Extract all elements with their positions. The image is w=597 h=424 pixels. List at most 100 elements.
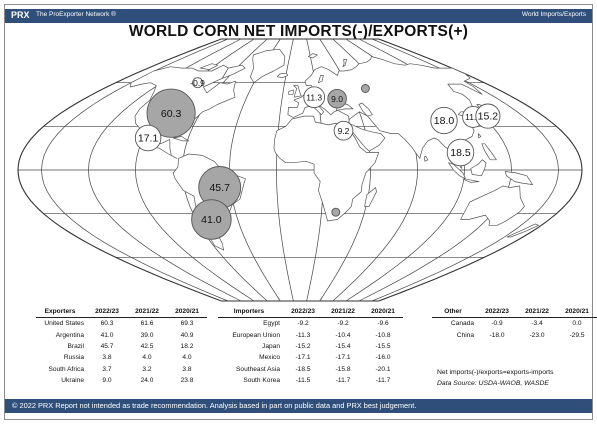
row-value: -20.1 [375, 365, 391, 373]
bubble-mark [475, 103, 501, 129]
bubble-argentina: 41.0 [191, 199, 232, 240]
row-label: South Africa [48, 365, 84, 373]
bubble-mexico: 17.1 [134, 124, 162, 152]
landmass-africa [273, 115, 380, 222]
row-label: Brazil [67, 342, 85, 350]
year-header: 2021/22 [323, 306, 363, 318]
row-value: -11.3 [295, 331, 311, 339]
row-value: -11.7 [375, 377, 391, 385]
network-name: The ProExporter Network ® [36, 11, 116, 18]
bubble-label: -0.9 [190, 78, 205, 88]
bubble-label: 60.3 [161, 108, 182, 120]
bubble-european-union: 11.3 [303, 86, 326, 109]
row-value: 18.2 [180, 342, 194, 350]
table-row: Southeast Asia -18.5 -15.8 -20.1 [218, 364, 403, 375]
landmass-greenland [250, 48, 286, 84]
row-value: -10.4 [335, 331, 351, 339]
year-header: 2021/22 [127, 306, 167, 318]
landmass-taiwan [477, 133, 482, 139]
row-value: -0.9 [491, 320, 503, 328]
row-label: Japan [262, 342, 280, 350]
year-header: 2021/22 [517, 306, 557, 318]
row-value: -11.7 [335, 377, 351, 385]
bubble-mark [446, 138, 475, 167]
bubble-label: 17.1 [138, 133, 159, 145]
row-label: European Union [232, 331, 280, 339]
bubble-label: 9.0 [331, 94, 343, 104]
landmass-borneo [470, 159, 487, 177]
row-value: 61.6 [140, 320, 154, 328]
row-value: -15.2 [295, 342, 311, 350]
landmass-ireland [288, 89, 294, 95]
landmass-java [463, 178, 480, 183]
row-value: -29.5 [569, 331, 585, 339]
bubble-label: 45.7 [209, 182, 230, 194]
row-value: 4.0 [142, 354, 152, 362]
row-value: -18.5 [295, 365, 311, 373]
exporters-heading: Exporters [36, 306, 87, 318]
row-value: 3.8 [182, 365, 192, 373]
row-value: -9.6 [377, 320, 389, 328]
bubble-label: 11.3 [306, 92, 322, 102]
bubble-label: 11.5 [465, 112, 481, 122]
bubble-japan: 15.2 [475, 103, 501, 129]
row-value: -16.0 [375, 354, 391, 362]
table-row: Mexico -17.1 -17.1 -16.0 [218, 352, 403, 363]
landmass-scandinavia-gulf [318, 75, 324, 84]
row-value: 3.8 [102, 354, 112, 362]
landmass-baffin [221, 64, 246, 79]
year-header: 2022/23 [283, 306, 323, 318]
bubble-label: 9.2 [338, 126, 350, 136]
importers-heading: Importers [218, 306, 283, 318]
table-row: South Korea -11.5 -11.7 -11.7 [218, 375, 403, 386]
row-value: 9.0 [102, 377, 112, 385]
row-value: 0.0 [572, 320, 582, 328]
row-value: -15.4 [335, 342, 351, 350]
bubble-mark [333, 120, 354, 141]
table-row: Brazil 45.7 42.5 18.2 [36, 341, 207, 352]
row-value: -17.1 [335, 354, 351, 362]
row-value: 69.3 [180, 320, 194, 328]
bubble-china: 18.0 [430, 106, 458, 135]
other-table: Other 2022/23 2021/22 2020/21 Canada -0.9… [432, 306, 597, 341]
table-row: China -18.0 -23.0 -29.5 [432, 329, 597, 340]
row-label: United States [44, 320, 84, 328]
row-value: 3.7 [102, 365, 112, 373]
landmass-cuba [173, 136, 190, 142]
row-value: -9.2 [297, 320, 309, 328]
year-header: 2022/23 [87, 306, 127, 318]
bubble-label: 18.0 [434, 115, 455, 127]
map-outline [17, 38, 583, 302]
table-row: Egypt -9.2 -9.2 -9.6 [218, 318, 403, 330]
table-row: United States 60.3 61.6 69.3 [36, 318, 207, 330]
row-value: -9.2 [337, 320, 349, 328]
map-graticule [17, 38, 583, 302]
table-row: European Union -11.3 -10.4 -10.8 [218, 329, 403, 340]
landmass-sri-lanka [423, 155, 429, 162]
row-value: 39.0 [140, 331, 154, 339]
row-value: 23.8 [180, 377, 194, 385]
row-label: Canada [450, 320, 474, 328]
bubble-ukraine: 9.0 [327, 88, 347, 109]
row-value: 41.0 [100, 331, 114, 339]
landmass-philippines [481, 143, 497, 161]
row-value: 60.3 [100, 320, 114, 328]
bubble-mark [360, 84, 370, 93]
table-row: Argentina 41.0 39.0 40.9 [36, 329, 207, 340]
bubble-mark [430, 106, 458, 135]
bubble-mark [327, 88, 347, 109]
row-label: Egypt [263, 320, 280, 328]
table-row: Japan -15.2 -15.4 -15.5 [218, 341, 403, 352]
row-value: -15.8 [335, 365, 351, 373]
landmass-caspian-sea [358, 102, 373, 117]
row-value: 42.5 [140, 342, 154, 350]
bubble-mark [191, 199, 232, 240]
bubble-mark [303, 86, 326, 109]
row-value: -17.1 [295, 354, 311, 362]
bubble-canada: -0.9 [190, 77, 205, 89]
bubble-south-africa [331, 207, 341, 217]
landmass-new-guinea [504, 171, 533, 185]
footer-disclaimer: © 2022 PRX Report not intended as trade … [12, 401, 417, 410]
year-header: 2020/21 [557, 306, 597, 318]
bubble-label: 41.0 [201, 214, 222, 226]
